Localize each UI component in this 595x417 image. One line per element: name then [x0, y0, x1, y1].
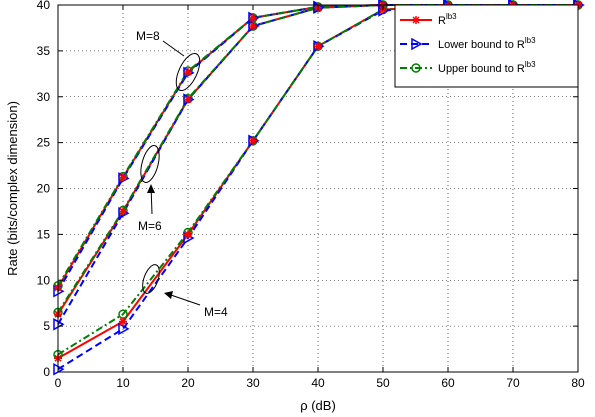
x-tick-label: 30: [246, 376, 260, 390]
star-stroke: [314, 42, 322, 50]
m8-ellipse: [175, 52, 201, 92]
m4-ellipse: [142, 264, 160, 294]
m4-arrow: [167, 293, 201, 306]
star-stroke: [119, 318, 127, 326]
legend-box: [394, 4, 579, 88]
legend-label-main: Lower bound to R: [438, 39, 525, 51]
m4-arrowhead: [164, 291, 173, 299]
data-point: [119, 207, 127, 216]
star-stroke: [184, 68, 192, 76]
data-point: [249, 13, 257, 22]
axis-ticks: 0 10 20 30 40 50 60 70 80 0 5 10 15 20 25 30 35 40: [37, 0, 585, 390]
m6-ellipse: [140, 145, 160, 183]
m8-label: M=8: [136, 29, 160, 43]
x-tick-label: 40: [311, 376, 325, 390]
legend-label: Upper bound to Rlb3: [438, 60, 536, 75]
star-stroke: [119, 173, 127, 182]
y-tick-label: 5: [43, 319, 50, 333]
data-point: [184, 230, 192, 239]
annotations: M=8 M=6 M=4: [136, 29, 228, 319]
data-point: [249, 136, 257, 145]
y-tick-label: 25: [37, 136, 51, 150]
m4-label: M=4: [204, 305, 228, 319]
legend-label-superscript: lb3: [525, 36, 536, 45]
y-tick-label: 20: [37, 182, 51, 196]
legend-label-main: R: [438, 15, 446, 27]
y-tick-label: 0: [43, 365, 50, 379]
legend-label-superscript: lb3: [525, 60, 536, 69]
legend-label: Rlb3: [438, 12, 457, 27]
y-axis-label: Rate (bits/complex dimension): [5, 101, 20, 276]
star-stroke: [249, 14, 257, 22]
data-point: [184, 67, 192, 76]
legend-marker: [412, 16, 420, 24]
data-point: [118, 322, 130, 336]
legend-label-main: Upper bound to R: [438, 63, 525, 75]
x-axis-label: ρ (dB): [300, 398, 336, 413]
legend-label: Lower bound to Rlb3: [438, 36, 536, 51]
data-point: [249, 22, 257, 31]
m8-arrow: [162, 40, 185, 57]
x-tick-label: 0: [55, 376, 62, 390]
y-tick-label: 15: [37, 227, 51, 241]
star-stroke: [249, 137, 257, 145]
data-point: [314, 42, 322, 51]
y-tick-label: 40: [37, 0, 51, 12]
x-tick-label: 80: [571, 376, 585, 390]
y-tick-label: 35: [37, 44, 51, 58]
data-point: [119, 173, 127, 182]
data-point: [184, 95, 192, 104]
x-tick-label: 70: [506, 376, 520, 390]
star-stroke: [119, 207, 127, 215]
x-tick-label: 10: [116, 376, 130, 390]
data-point: [119, 317, 127, 326]
legend-marker: [411, 63, 421, 73]
x-tick-label: 50: [376, 376, 390, 390]
m6-arrowhead: [147, 184, 155, 193]
x-tick-label: 60: [441, 376, 455, 390]
m6-label: M=6: [138, 219, 162, 233]
star-stroke: [249, 22, 257, 30]
legend-label-superscript: lb3: [446, 12, 457, 21]
legend-marker: [411, 37, 423, 51]
y-tick-label: 10: [37, 273, 51, 287]
y-tick-label: 30: [37, 90, 51, 104]
star-stroke: [184, 230, 192, 238]
star-stroke: [412, 16, 420, 24]
x-tick-label: 20: [181, 376, 195, 390]
star-stroke: [184, 95, 192, 104]
